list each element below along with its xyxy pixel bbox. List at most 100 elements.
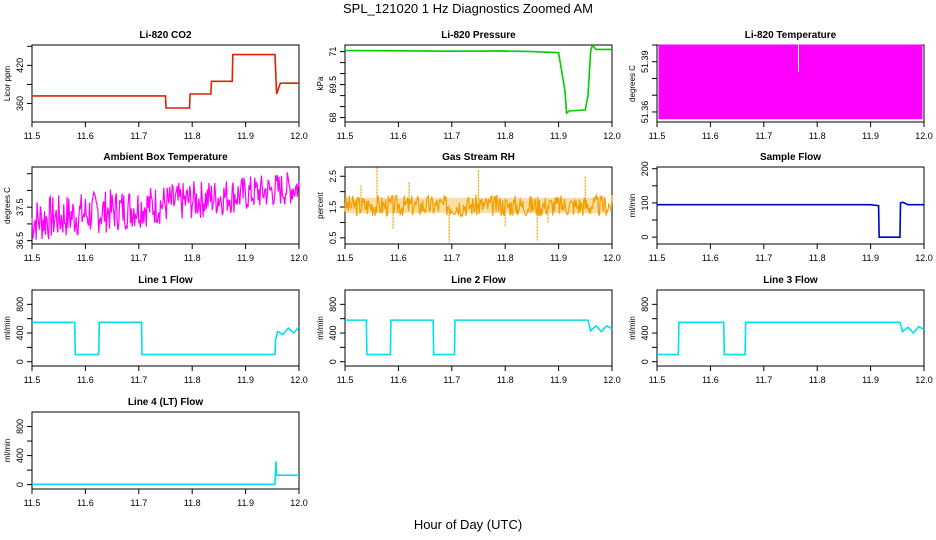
y-tick-label: 51.39 [640, 50, 650, 73]
x-tick-label: 11.9 [550, 253, 567, 263]
chart-title: Li-820 Temperature [745, 30, 837, 41]
y-axis-label: ml/min [628, 316, 637, 340]
chart-title: Ambient Box Temperature [103, 152, 228, 163]
chart-panel-9: Line 3 Flow ml/min 0 400 800 11.5 11.6 11.7 11.8… [628, 275, 933, 385]
x-tick-label: 12.0 [603, 131, 621, 141]
chart-panel-10: Line 4 (LT) Flow ml/min 0 400 800 11.5 11.6 11.… [3, 397, 308, 508]
x-tick-label: 12.0 [290, 131, 308, 141]
x-tick-label: 11.8 [497, 131, 514, 141]
data-line-series-1 [345, 319, 613, 356]
x-tick-label: 11.8 [809, 253, 826, 263]
x-tick-label: 11.7 [443, 131, 460, 141]
y-tick-label: 800 [328, 297, 338, 312]
x-tick-label: 11.7 [755, 131, 772, 141]
data-line-series-1 [32, 321, 300, 356]
chart-panel-4: Ambient Box Temperature degrees C36.5 37.5… [3, 152, 308, 263]
x-tick-label: 11.6 [702, 253, 719, 263]
x-tick-label: 11.5 [337, 131, 354, 141]
y-tick-label: 36.5 [15, 232, 25, 250]
y-tick-label: 400 [15, 448, 25, 463]
x-tick-label: 12.0 [603, 253, 621, 263]
x-tick-label: 11.5 [24, 375, 41, 385]
data-line-series-1 [32, 53, 299, 109]
x-tick-label: 11.6 [77, 131, 94, 141]
x-tick-label: 12.0 [290, 253, 308, 263]
x-tick-label: 11.5 [24, 131, 41, 141]
y-axis-label: kPa [316, 76, 325, 90]
plot-frame [31, 411, 300, 490]
chart-panel-3: Li-820 Temperature degrees C51.36 51.39 11.… [628, 30, 933, 141]
x-tick-label: 11.9 [237, 375, 254, 385]
plot-frame [31, 166, 300, 245]
x-tick-label: 12.0 [915, 131, 933, 141]
chart-title: Gas Stream RH [442, 152, 515, 163]
x-tick-label: 12.0 [915, 253, 933, 263]
y-tick-label: 0 [640, 359, 650, 364]
chart-title: Line 2 Flow [451, 275, 506, 286]
x-tick-label: 11.5 [24, 498, 41, 508]
y-tick-label: 420 [15, 58, 25, 73]
chart-panel-2: Li-820 Pressure kPa 68 69.5 71 11.5 11.6 11.7 11… [316, 30, 621, 141]
y-tick-label: 800 [15, 297, 25, 312]
x-tick-label: 11.6 [702, 131, 719, 141]
x-tick-label: 11.7 [130, 131, 147, 141]
x-tick-label: 11.5 [649, 375, 666, 385]
plot-frame [344, 44, 613, 123]
y-tick-label: 68 [328, 113, 338, 123]
x-tick-label: 11.5 [337, 253, 354, 263]
y-axis-label: Licor ppm [3, 66, 12, 101]
chart-title: Li-820 Pressure [441, 30, 516, 41]
plot-frame [656, 166, 925, 245]
x-tick-label: 11.7 [755, 375, 772, 385]
data-line-series-1 [32, 461, 299, 486]
x-tick-label: 11.5 [649, 131, 666, 141]
x-tick-label: 11.9 [550, 375, 567, 385]
x-tick-label: 12.0 [290, 375, 308, 385]
y-tick-label: 0 [15, 482, 25, 487]
x-tick-label: 11.7 [130, 253, 147, 263]
chart-title: Li-820 CO2 [139, 30, 192, 41]
x-tick-label: 11.9 [862, 253, 879, 263]
x-tick-label: 11.8 [497, 253, 514, 263]
x-tick-label: 11.6 [77, 498, 94, 508]
x-tick-label: 11.6 [77, 375, 94, 385]
y-tick-label: 0 [640, 235, 650, 240]
y-tick-label: 360 [15, 96, 25, 111]
y-tick-label: 71 [328, 47, 338, 57]
x-tick-label: 11.8 [497, 375, 514, 385]
figure-title: SPL_121020 1 Hz Diagnostics Zoomed AM [342, 1, 594, 16]
y-tick-label: 400 [640, 326, 650, 341]
y-tick-label: 0.5 [328, 232, 338, 245]
y-axis-label: ml/min [3, 439, 12, 463]
data-line [31, 172, 300, 240]
x-tick-label: 11.7 [755, 253, 772, 263]
y-axis-label: ml/min [3, 316, 12, 340]
x-tick-label: 11.7 [130, 375, 147, 385]
y-tick-label: 51.36 [640, 101, 650, 124]
data-line-series-1 [657, 321, 925, 356]
data-line-series-1 [344, 43, 612, 115]
y-axis-label: ml/min [316, 316, 325, 340]
y-tick-label: 800 [640, 297, 650, 312]
y-tick-label: 0 [15, 359, 25, 364]
y-tick-label: 200 [640, 161, 650, 176]
data-band [658, 44, 923, 120]
x-tick-label: 11.8 [184, 375, 201, 385]
plot-frame [31, 44, 300, 123]
y-tick-label: 400 [328, 326, 338, 341]
x-tick-label: 11.7 [443, 375, 460, 385]
chart-panel-8: Line 2 Flow ml/min 0 400 800 11.5 11.6 11.7 11.8… [316, 275, 621, 385]
chart-title: Line 3 Flow [763, 275, 818, 286]
x-tick-label: 11.9 [237, 498, 254, 508]
data-line [344, 193, 613, 218]
y-axis-label: ml/min [628, 194, 637, 218]
plot-frame [656, 289, 925, 367]
x-tick-label: 11.7 [130, 498, 147, 508]
x-tick-label: 11.9 [862, 375, 879, 385]
y-tick-label: 37.5 [15, 198, 25, 216]
y-axis-label: percent [316, 191, 325, 218]
chart-title: Line 4 (LT) Flow [128, 397, 204, 408]
x-tick-label: 12.0 [603, 375, 621, 385]
